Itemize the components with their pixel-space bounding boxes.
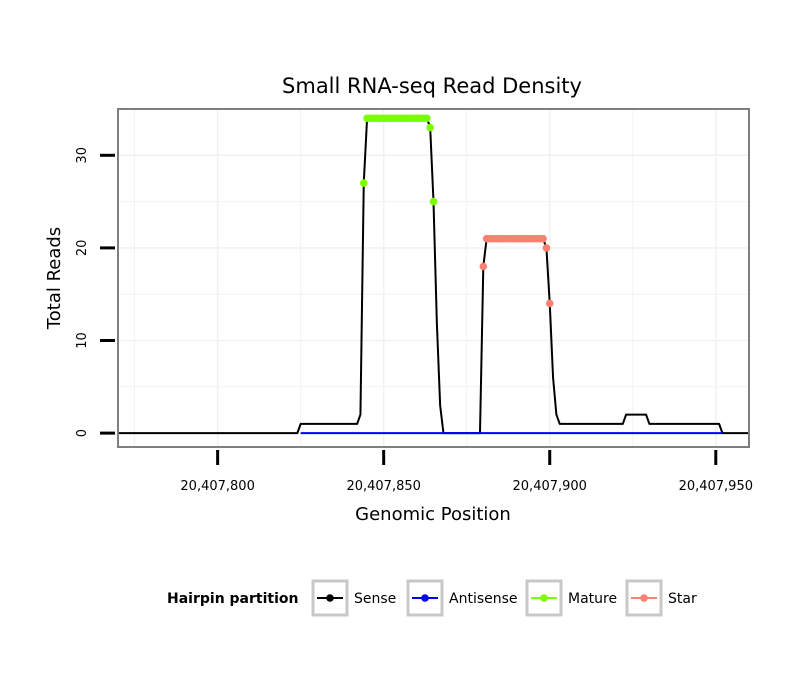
point-mature	[423, 114, 431, 123]
x-axis-label: Genomic Position	[355, 504, 511, 525]
x-tick-label: 20,407,900	[513, 479, 587, 494]
chart-title: Small RNA-seq Read Density	[282, 74, 582, 98]
legend-title: Hairpin partition	[167, 591, 298, 607]
axes: 20,407,800 20,407,850 20,407,900 20,407,950…	[75, 147, 753, 494]
legend-key-point	[540, 594, 548, 602]
point-mature	[426, 123, 434, 132]
series-layer	[118, 114, 749, 435]
plot-border	[117, 108, 750, 448]
point-star	[542, 244, 551, 252]
point-mature	[429, 197, 438, 206]
point-star	[545, 299, 554, 308]
x-tick-label: 20,407,950	[679, 479, 753, 494]
plot-panel	[117, 108, 750, 448]
point-star	[539, 234, 547, 243]
legend-label: Star	[668, 591, 697, 607]
y-tick-label: 0	[75, 429, 90, 437]
y-tick-label: 20	[75, 240, 90, 257]
x-tick-label: 20,407,850	[346, 479, 420, 494]
legend-key-point	[640, 594, 648, 602]
legend-label: Mature	[568, 591, 617, 607]
point-star	[479, 262, 488, 271]
legend-item-mature: Mature	[525, 579, 617, 617]
legend-label: Sense	[354, 591, 396, 607]
y-tick-label: 30	[75, 147, 90, 164]
legend-key-point	[326, 594, 334, 602]
legend-item-star: Star	[625, 579, 697, 617]
legend: Hairpin partition Sense Antisense Mature St…	[167, 579, 697, 617]
legend-item-antisense: Antisense	[406, 579, 518, 617]
point-mature	[359, 179, 368, 187]
legend-label: Antisense	[449, 591, 518, 607]
legend-item-sense: Sense	[311, 579, 396, 617]
legend-key-point	[421, 594, 429, 602]
y-tick-label: 10	[75, 332, 90, 349]
plot-background	[118, 109, 749, 447]
x-tick-label: 20,407,800	[180, 479, 254, 494]
y-axis-label: Total Reads	[44, 227, 65, 330]
